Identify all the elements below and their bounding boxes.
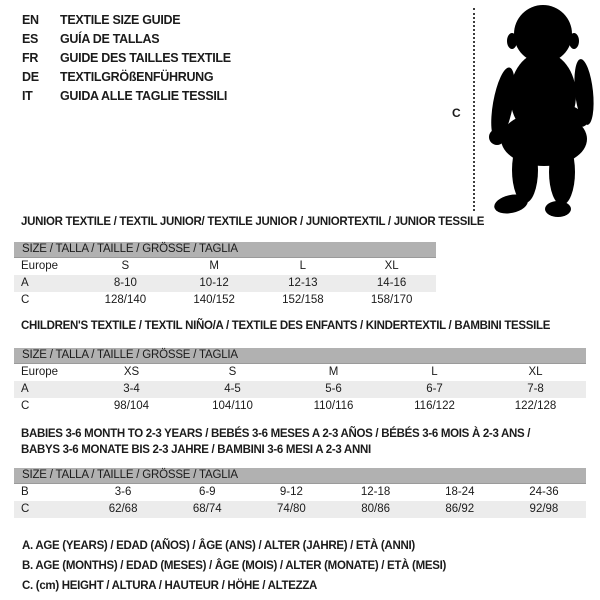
footnote-height-cm: C. (cm) HEIGHT / ALTURA / HAUTEUR / HÖHE… (22, 580, 318, 592)
language-code: FR (22, 51, 39, 65)
table-cell: XS (123, 366, 140, 378)
table-size-header-bar: SIZE / TALLA / TAILLE / GRÖSSE / TAGLIA (14, 348, 586, 364)
table-cell: 7-8 (527, 383, 544, 395)
table-cell: M (328, 366, 339, 378)
language-label: TEXTILGRÖßENFÜHRUNG (60, 70, 214, 84)
table-cell: 12-18 (360, 486, 391, 498)
table-cell: 6-7 (426, 383, 443, 395)
size-table: SIZE / TALLA / TAILLE / GRÖSSE / TAGLIA E… (14, 242, 436, 309)
section-title: JUNIOR TEXTILE / TEXTIL JUNIOR/ TEXTILE … (14, 214, 485, 230)
row-label: A (21, 383, 29, 395)
babies-textile-section: BABIES 3-6 MONTH TO 2-3 YEARS / BEBÉS 3-… (14, 426, 586, 518)
table-cell: L (431, 366, 438, 378)
row-label: C (21, 400, 30, 412)
table-row-a: A 8-10 10-12 12-13 14-16 (14, 275, 436, 292)
row-label: C (21, 503, 30, 515)
table-cell: 62/68 (108, 503, 138, 515)
table-cell: 152/158 (282, 294, 324, 306)
footnotes-block: A. AGE (YEARS) / EDAD (AÑOS) / ÂGE (ANS)… (22, 536, 446, 596)
table-row-c: C 98/104 104/110 110/116 116/122 122/128 (14, 398, 586, 415)
table-cell: 3-4 (123, 383, 140, 395)
language-label: GUÍA DE TALLAS (60, 32, 160, 46)
table-row-a: A 3-4 4-5 5-6 6-7 7-8 (14, 381, 586, 398)
language-label: GUIDE DES TAILLES TEXTILE (60, 51, 231, 65)
language-code: DE (22, 70, 39, 84)
table-row-b: B 3-6 6-9 9-12 12-18 18-24 24-36 (14, 484, 586, 501)
table-cell: S (228, 366, 237, 378)
table-row-c: C 128/140 140/152 152/158 158/170 (14, 292, 436, 309)
table-cell: 122/128 (514, 400, 557, 412)
table-cell: 74/80 (277, 503, 306, 515)
language-row: FR GUIDE DES TAILLES TEXTILE (22, 49, 231, 68)
table-row-europe: Europe S M L XL (14, 258, 436, 275)
table-row-c: C 62/68 68/74 74/80 80/86 86/92 92/98 (14, 501, 586, 518)
language-row: IT GUIDA ALLE TAGLIE TESSILI (22, 87, 231, 106)
table-cell: 104/110 (212, 400, 253, 412)
table-cell: 110/116 (313, 400, 354, 412)
table-cell: 3-6 (114, 486, 132, 498)
table-cell: 24-36 (529, 486, 559, 498)
language-row: DE TEXTILGRÖßENFÜHRUNG (22, 68, 231, 87)
table-cell: 158/170 (370, 294, 413, 306)
toddler-silhouette-icon (489, 5, 594, 217)
language-row: EN TEXTILE SIZE GUIDE (22, 11, 231, 30)
language-label: GUIDA ALLE TAGLIE TESSILI (60, 89, 228, 103)
language-label: TEXTILE SIZE GUIDE (60, 13, 181, 27)
table-cell: 5-6 (325, 383, 342, 395)
table-cell: L (299, 260, 307, 272)
row-label: Europe (21, 366, 59, 378)
table-cell: 68/74 (192, 503, 222, 515)
table-cell: 18-24 (445, 486, 475, 498)
language-row: ES GUÍA DE TALLAS (22, 30, 231, 49)
language-code: IT (22, 89, 33, 103)
section-title: CHILDREN'S TEXTILE / TEXTIL NIÑO/A / TEX… (14, 318, 586, 334)
section-title-line: BABIES 3-6 MONTH TO 2-3 YEARS / BEBÉS 3-… (21, 428, 531, 440)
table-size-header-bar: SIZE / TALLA / TAILLE / GRÖSSE / TAGLIA (14, 468, 586, 484)
table-cell: 4-5 (224, 383, 241, 395)
junior-textile-section: JUNIOR TEXTILE / TEXTIL JUNIOR/ TEXTILE … (14, 214, 485, 309)
size-table: SIZE / TALLA / TAILLE / GRÖSSE / TAGLIA B… (14, 468, 586, 518)
table-cell: 98/104 (113, 400, 150, 412)
table-cell: 6-9 (198, 486, 216, 498)
childrens-textile-section: CHILDREN'S TEXTILE / TEXTIL NIÑO/A / TEX… (14, 318, 586, 415)
row-label: Europe (21, 260, 59, 272)
section-title-line: BABYS 3-6 MONATE BIS 2-3 JAHRE / BAMBINI… (21, 444, 371, 456)
table-row-europe: Europe XS S M L XL (14, 364, 586, 381)
height-measure-dotted-line (473, 8, 475, 211)
section-title: BABIES 3-6 MONTH TO 2-3 YEARS / BEBÉS 3-… (14, 426, 586, 458)
section-title-line: JUNIOR TEXTILE / TEXTIL JUNIOR/ TEXTILE … (21, 216, 485, 228)
table-cell: M (209, 260, 219, 272)
table-cell: XL (528, 366, 543, 378)
row-label: A (21, 277, 29, 289)
table-cell: 116/122 (414, 400, 455, 412)
footnote-age-years: A. AGE (YEARS) / EDAD (AÑOS) / ÂGE (ANS)… (22, 540, 415, 552)
language-code: EN (22, 13, 39, 27)
table-cell: 8-10 (113, 277, 137, 289)
language-title-block: EN TEXTILE SIZE GUIDE ES GUÍA DE TALLAS … (22, 11, 231, 106)
table-cell: XL (384, 260, 399, 272)
table-cell: 128/140 (104, 294, 147, 306)
table-cell: 9-12 (279, 486, 303, 498)
table-cell: 10-12 (199, 277, 229, 289)
row-label: C (21, 294, 30, 306)
language-code: ES (22, 32, 39, 46)
table-cell: 140/152 (193, 294, 235, 306)
size-table: SIZE / TALLA / TAILLE / GRÖSSE / TAGLIA E… (14, 348, 586, 415)
table-cell: 92/98 (529, 503, 559, 515)
table-cell: S (121, 260, 130, 272)
table-cell: 80/86 (361, 503, 390, 515)
table-cell: 86/92 (445, 503, 475, 515)
table-cell: 12-13 (288, 277, 318, 289)
footnote-age-months: B. AGE (MONTHS) / EDAD (MESES) / ÂGE (MO… (22, 560, 447, 572)
table-cell: 14-16 (376, 277, 407, 289)
table-size-header-bar: SIZE / TALLA / TAILLE / GRÖSSE / TAGLIA (14, 242, 436, 258)
row-label: B (21, 486, 29, 498)
height-measure-label: C (452, 106, 461, 120)
section-title-line: CHILDREN'S TEXTILE / TEXTIL NIÑO/A / TEX… (21, 320, 551, 332)
